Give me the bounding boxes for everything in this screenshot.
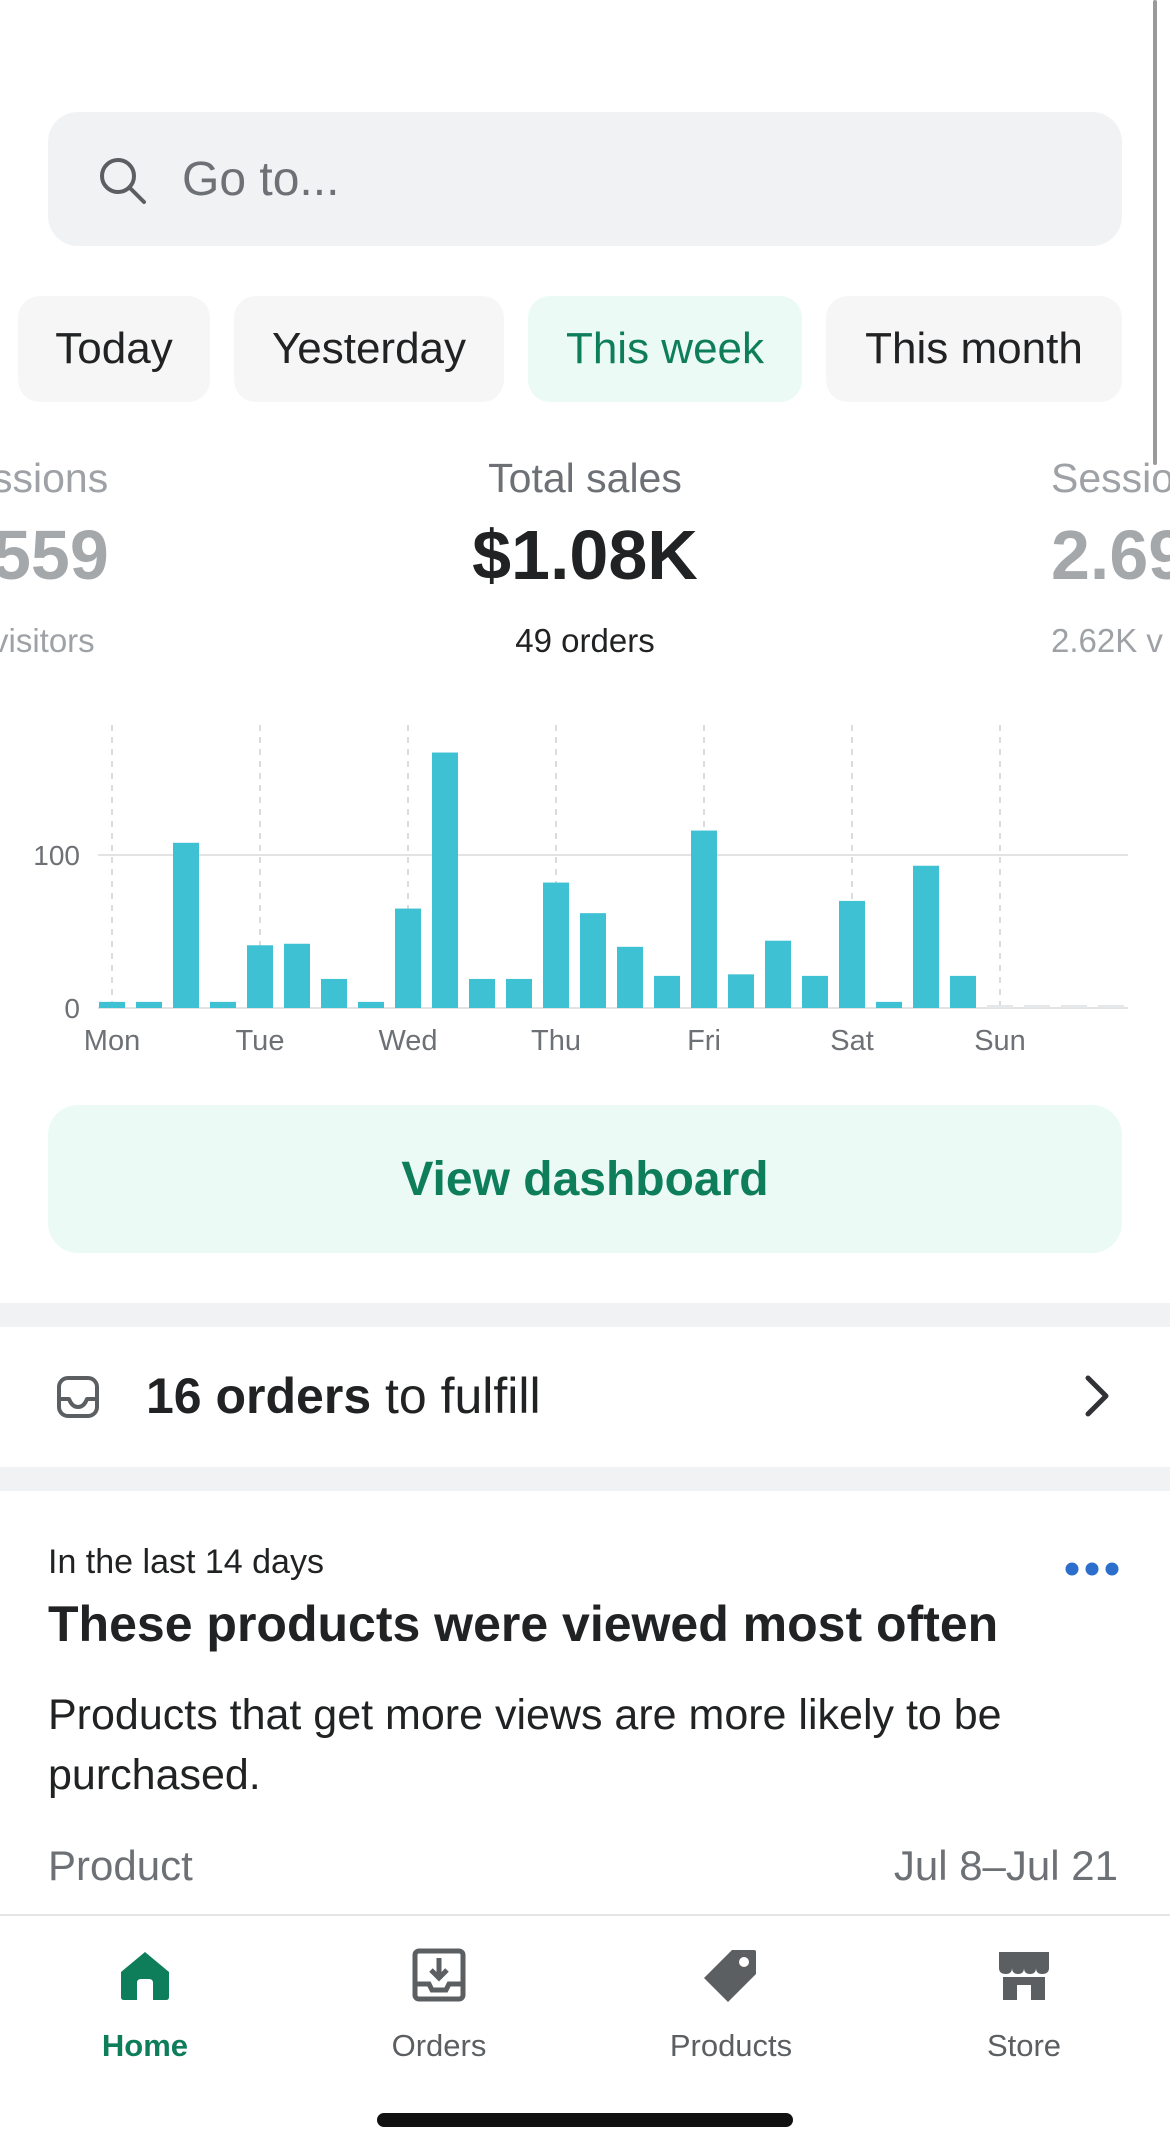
metric-label: Total sales [488,455,682,501]
chart-bar[interactable] [543,882,569,1008]
chip-yesterday[interactable]: Yesterday [234,296,504,402]
search-icon [100,158,146,204]
chart-bar[interactable] [765,940,791,1008]
view-dashboard-button[interactable]: View dashboard [48,1105,1122,1253]
chart-bar[interactable] [654,975,680,1008]
chart-bar[interactable] [99,1001,125,1008]
tab-label: Store [986,2028,1062,2063]
search-bar[interactable] [48,112,1122,246]
chart-bar[interactable] [913,865,939,1008]
tab-label: Home [101,2028,189,2063]
orders-count: 16 orders [146,1368,372,1424]
metric-sessions-next[interactable]: Sessio 2.69 2.62K v [1051,455,1170,660]
chart-bar[interactable] [1098,1005,1124,1008]
chart-bar[interactable] [321,978,347,1008]
tag-icon [704,1950,756,2002]
metric-value: 2.69 [1051,516,1170,594]
chart-bar[interactable] [691,830,717,1008]
chart-bar[interactable] [1024,1005,1050,1008]
x-tick-label: Mon [84,1025,140,1057]
y-tick-label: 0 [64,993,80,1024]
chart-bar[interactable] [247,945,273,1008]
metric-value: 559 [0,516,109,594]
sales-bar-chart[interactable]: 0 100 Mon Tue Wed Thu Fri Sat Sun [0,720,1170,1060]
metric-sessions-partial[interactable]: ssions 559 visitors [0,455,132,660]
scroll-indicator[interactable] [1153,0,1157,465]
chart-bar[interactable] [1061,1005,1087,1008]
chart-bar[interactable] [728,974,754,1008]
card-eyebrow: In the last 14 days [48,1543,324,1581]
x-tick-label: Sun [974,1025,1026,1057]
tab-label: Products [669,2028,793,2063]
metric-sub: 2.62K v [1051,622,1163,659]
chart-bar[interactable] [432,752,458,1008]
x-tick-label: Sat [830,1025,874,1057]
chart-bar[interactable] [839,900,865,1008]
x-tick-label: Thu [531,1025,581,1057]
tab-home[interactable]: Home [35,1946,255,2086]
chart-bar[interactable] [284,943,310,1008]
tab-label: Orders [391,2028,487,2063]
more-options-icon[interactable] [1064,1560,1120,1578]
orders-to-fulfill-text: 16 orders to fulfill [146,1367,541,1425]
section-divider [0,1467,1170,1491]
chart-bar[interactable] [580,913,606,1008]
chart-bar[interactable] [469,978,495,1008]
chart-bar[interactable] [358,1001,384,1008]
orders-to-fulfill-row[interactable]: 16 orders to fulfill [0,1327,1170,1467]
tab-products[interactable]: Products [621,1946,841,2086]
metric-sub: visitors [0,622,95,659]
chart-bar[interactable] [617,946,643,1008]
chip-this-week[interactable]: This week [528,296,802,402]
tab-store[interactable]: Store [914,1946,1134,2086]
metric-total-sales[interactable]: Total sales $1.08K 49 orders [385,455,785,660]
home-icon [121,1952,169,2000]
x-tick-label: Tue [236,1025,285,1057]
card-title: These products were viewed most often [48,1596,999,1652]
chart-bar[interactable] [802,975,828,1008]
chart-bar[interactable] [506,978,532,1008]
chart-bar[interactable] [395,908,421,1008]
y-tick-label: 100 [33,840,80,871]
chart-bar[interactable] [210,1001,236,1008]
metric-sub: 49 orders [515,622,655,659]
metric-value: $1.08K [472,516,698,594]
tab-orders[interactable]: Orders [329,1946,549,2086]
home-indicator [377,2113,793,2127]
chart-bar[interactable] [136,1001,162,1008]
section-divider [0,1303,1170,1327]
metric-label: ssions [0,455,109,501]
store-icon [999,1952,1049,2000]
orders-inbox-icon [412,1948,466,2002]
chart-bar[interactable] [987,1005,1013,1008]
card-description: Products that get more views are more li… [48,1691,1002,1799]
search-input[interactable] [182,142,1062,216]
inbox-icon [57,1376,99,1418]
chip-this-month[interactable]: This month [826,296,1122,402]
chip-today[interactable]: Today [18,296,210,402]
metric-label: Sessio [1051,455,1170,501]
column-header-product: Product [48,1842,193,1889]
chart-bar[interactable] [950,975,976,1008]
orders-rest-text: to fulfill [371,1368,541,1424]
bottom-tab-bar: Home Orders Products Store [0,1914,1170,2150]
chart-bar[interactable] [173,842,199,1008]
chart-bar[interactable] [876,1001,902,1008]
column-header-date-range: Jul 8–Jul 21 [893,1842,1118,1889]
x-tick-label: Wed [378,1025,437,1057]
chevron-right-icon [1085,1375,1109,1417]
x-tick-label: Fri [687,1025,721,1057]
